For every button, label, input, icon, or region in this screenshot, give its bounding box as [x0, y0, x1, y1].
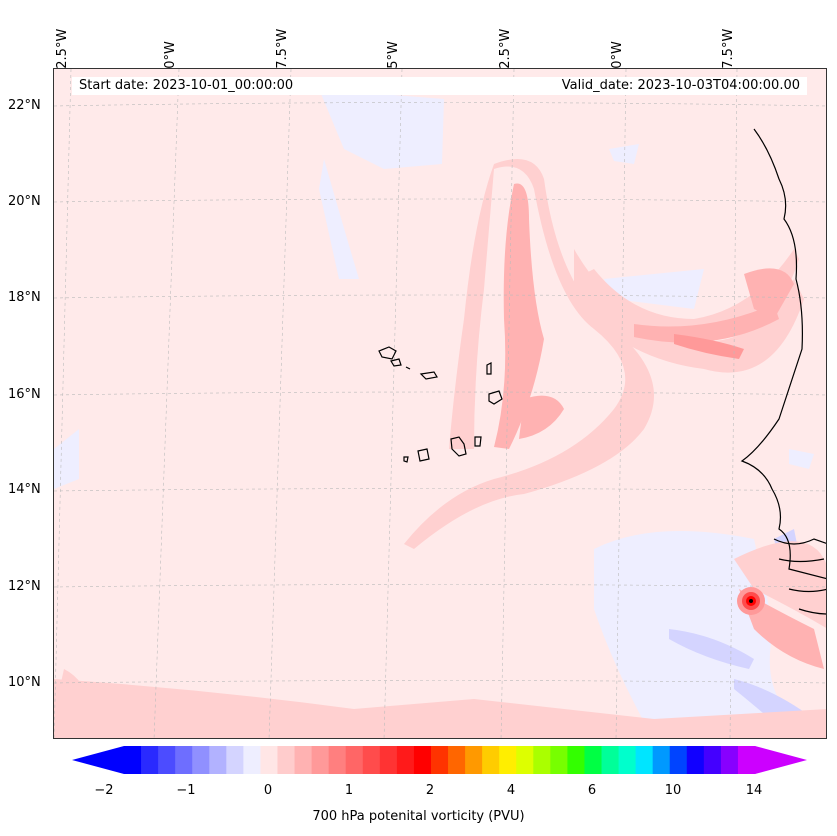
colorbar-cell — [328, 746, 347, 774]
colorbar-cell — [652, 746, 671, 774]
colorbar-cell — [175, 746, 193, 774]
colorbar-cell — [448, 746, 466, 774]
lat-label-12n: 12°N — [8, 579, 41, 594]
colorbar-cell — [209, 746, 227, 774]
lat-label-20n: 20°N — [8, 194, 41, 209]
colorbar-cell — [277, 746, 296, 774]
lat-label-14n: 14°N — [8, 482, 41, 497]
coastline-africa — [740, 128, 826, 615]
colorbar-cell — [686, 746, 705, 774]
colorbar-cell — [226, 746, 244, 774]
colorbar-cell — [669, 746, 688, 774]
strong-positive-pv-core — [674, 334, 744, 359]
colorbar-cell — [516, 746, 534, 774]
stronger-positive-pv-filaments — [494, 183, 824, 669]
pv-field-map — [54, 69, 826, 738]
colorbar-cell — [124, 746, 142, 774]
colorbar-cell — [567, 746, 585, 774]
colorbar-cell — [601, 746, 620, 774]
colorbar-cell — [618, 746, 637, 774]
graticule — [54, 69, 826, 738]
colorbar-cell — [584, 746, 603, 774]
start-date-text: Start date: 2023-10-01_00:00:00 — [79, 78, 294, 93]
colorbar-cells — [124, 746, 756, 774]
colorbar-cell — [294, 746, 313, 774]
colorbar-extend-low — [72, 746, 124, 774]
cape-verde-islands — [378, 346, 503, 463]
colorbar-cell — [550, 746, 568, 774]
colorbar-tick-4: 4 — [506, 783, 516, 798]
vorticity-maximum — [737, 587, 765, 615]
colorbar-tick-0: 0 — [263, 783, 273, 798]
colorbar-cell — [362, 746, 381, 774]
colorbar-tick-minus-1: −1 — [176, 783, 196, 798]
colorbar-cell — [737, 746, 756, 774]
lat-label-22n: 22°N — [8, 98, 41, 113]
lat-label-10n: 10°N — [8, 675, 41, 690]
colorbar-cell — [396, 746, 415, 774]
valid-date-text: Valid_date: 2023-10-03T04:00:00.00 — [561, 78, 800, 93]
colorbar — [72, 746, 807, 774]
colorbar-cell — [379, 746, 398, 774]
colorbar-tick-10: 10 — [664, 783, 682, 798]
colorbar-tick-minus-2: −2 — [94, 783, 114, 798]
date-info-box: Start date: 2023-10-01_00:00:00 Valid_da… — [72, 77, 807, 95]
colorbar-cell — [430, 746, 449, 774]
colorbar-tick-2: 2 — [425, 783, 435, 798]
colorbar-cell — [703, 746, 722, 774]
colorbar-cell — [465, 746, 483, 774]
colorbar-cell — [243, 746, 261, 774]
lat-label-18n: 18°N — [8, 290, 41, 305]
colorbar-extend-high — [755, 746, 807, 774]
colorbar-cell — [413, 746, 432, 774]
colorbar-cell — [158, 746, 176, 774]
colorbar-cell — [499, 746, 517, 774]
colorbar-label: 700 hPa potenital vorticity (PVU) — [312, 809, 525, 824]
colorbar-cell — [533, 746, 551, 774]
colorbar-tick-1: 1 — [344, 783, 354, 798]
map-panel — [53, 68, 827, 739]
colorbar-cell — [192, 746, 210, 774]
colorbar-cell — [482, 746, 500, 774]
colorbar-cell — [635, 746, 654, 774]
colorbar-cell — [260, 746, 278, 774]
colorbar-cell — [720, 746, 739, 774]
colorbar-cell — [311, 746, 330, 774]
lat-label-16n: 16°N — [8, 387, 41, 402]
colorbar-tick-6: 6 — [587, 783, 597, 798]
colorbar-cell — [141, 746, 159, 774]
negative-pv-patches — [54, 89, 824, 738]
colorbar-cell — [345, 746, 364, 774]
colorbar-tick-14: 14 — [745, 783, 763, 798]
